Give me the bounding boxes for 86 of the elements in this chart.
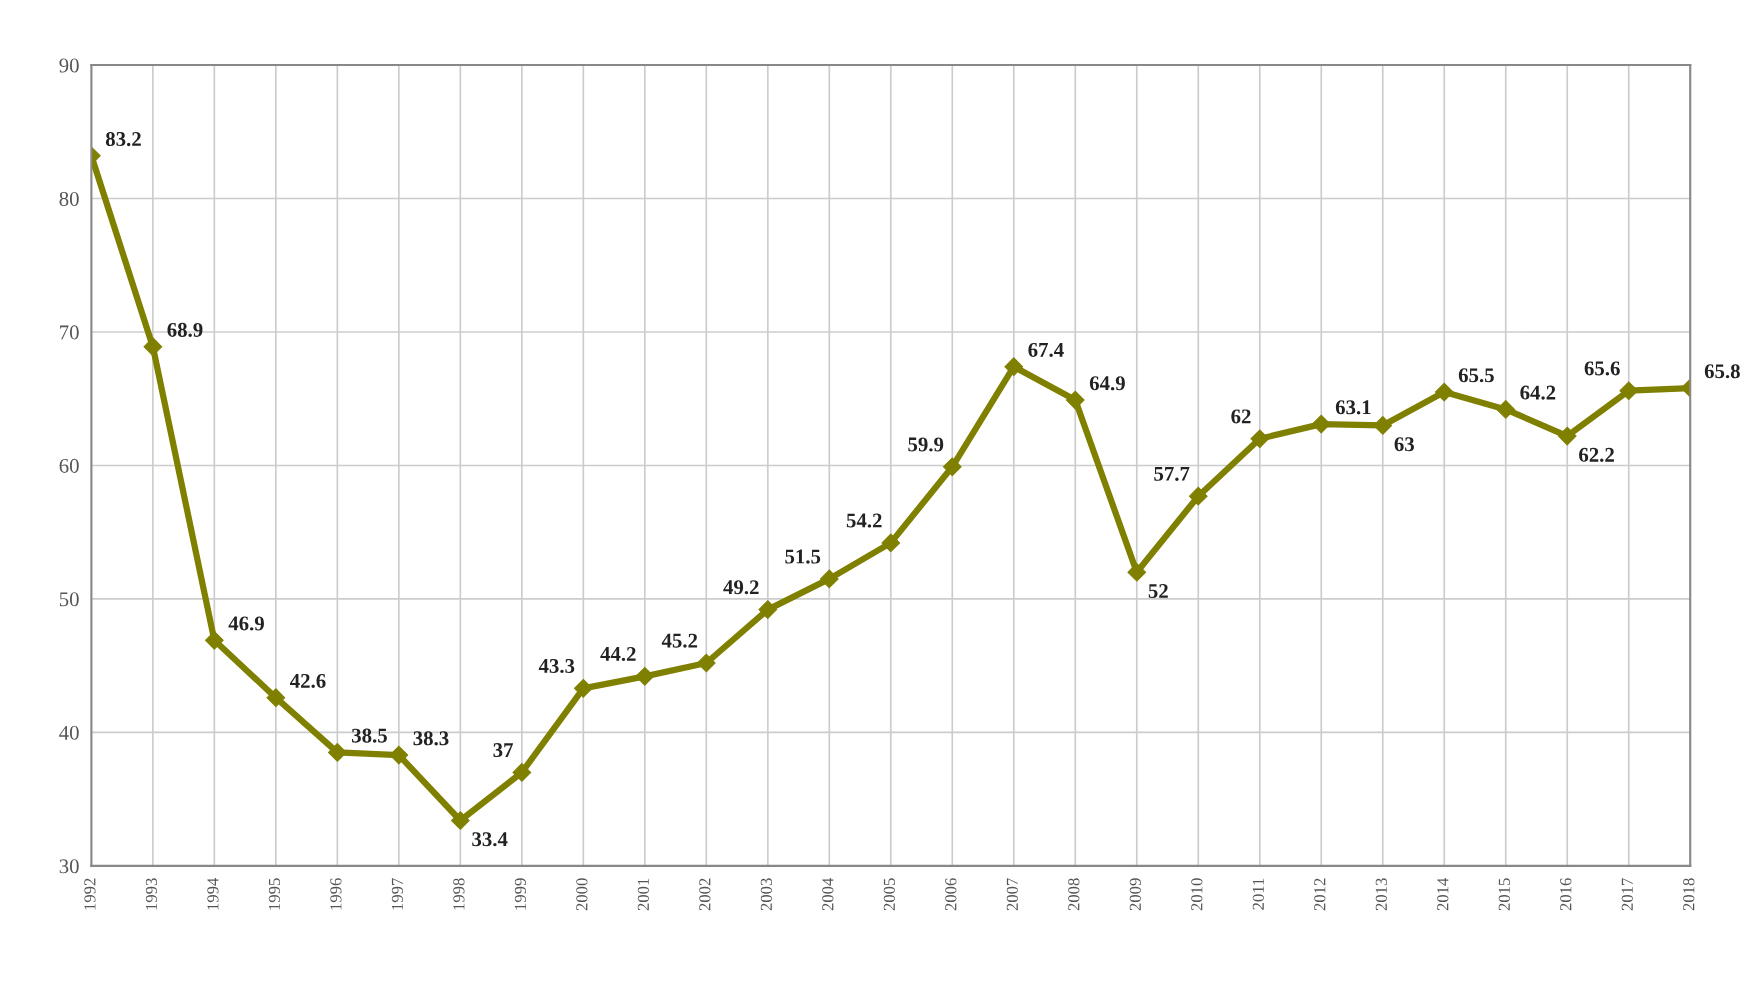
y-tick-label: 70 — [60, 325, 79, 340]
point — [389, 745, 409, 765]
data-label: 42.6 — [290, 673, 326, 688]
point — [512, 763, 532, 782]
x-tick-label: 2007 — [1006, 878, 1018, 911]
y-tick-label: 50 — [59, 592, 79, 607]
data-label: 64.9 — [1089, 376, 1125, 391]
x-tick-label: 1996 — [330, 878, 342, 910]
x-tick-label: 1998 — [453, 878, 465, 910]
x-tick-label: 2013 — [1375, 878, 1387, 911]
point — [1127, 562, 1147, 582]
data-label: 38.3 — [413, 731, 449, 746]
x-tick-label: 1992 — [84, 878, 96, 910]
point — [1250, 429, 1270, 449]
x-tick-label: 2009 — [1129, 878, 1141, 911]
point — [1311, 414, 1331, 434]
point — [635, 666, 655, 686]
y-tick-label: 40 — [59, 725, 79, 740]
y-tick-label: 30 — [59, 859, 79, 874]
data-label: 54.2 — [846, 513, 882, 528]
x-tick-label: 2005 — [883, 878, 895, 911]
data-label: 37 — [493, 743, 513, 758]
point — [819, 569, 839, 589]
data-label: 57.7 — [1154, 466, 1190, 481]
data-label: 63 — [1394, 437, 1414, 452]
data-label: 67.4 — [1028, 342, 1064, 357]
point — [1557, 426, 1577, 446]
data-label: 65.5 — [1458, 368, 1494, 383]
x-tick-label: 2006 — [945, 878, 957, 911]
x-tick-label: 2011 — [1252, 878, 1264, 910]
x-tick-label: 2010 — [1191, 878, 1203, 911]
x-tick-label: 2015 — [1498, 878, 1510, 911]
x-tick-label: 2001 — [637, 878, 649, 911]
point — [1065, 390, 1085, 410]
x-tick-label: 2000 — [576, 878, 588, 911]
y-tick-label: 60 — [59, 458, 79, 473]
x-tick-label: 2003 — [760, 878, 772, 911]
data-label: 68.9 — [167, 322, 203, 337]
y-tick-label: 90 — [59, 58, 79, 73]
data-label: 62 — [1231, 409, 1251, 424]
x-tick-label: 2016 — [1560, 878, 1572, 911]
x-tick-label: 2002 — [699, 878, 711, 911]
point — [1434, 382, 1454, 402]
x-tick-label: 1994 — [207, 877, 219, 910]
point — [1496, 400, 1516, 419]
x-tick-label: 2008 — [1068, 878, 1080, 911]
x-tick-label: 2004 — [822, 877, 834, 911]
data-label: 49.2 — [723, 580, 759, 595]
point — [573, 679, 593, 698]
point — [143, 337, 163, 357]
point — [758, 600, 778, 619]
x-tick-label: 1997 — [391, 878, 404, 910]
point — [266, 688, 286, 708]
x-tick-label: 1993 — [145, 878, 158, 910]
data-label: 43.3 — [538, 659, 575, 674]
data-label: 46.9 — [228, 616, 264, 631]
data-label: 83.2 — [105, 131, 141, 147]
data-label: 45.2 — [661, 633, 698, 648]
data-label: 51.5 — [785, 549, 821, 564]
x-tick-label: 1995 — [268, 878, 281, 910]
data-label: 65.6 — [1584, 361, 1620, 376]
x-tick-label: 1999 — [514, 878, 526, 910]
x-tick-label: 2018 — [1683, 878, 1695, 911]
x-tick-label: 2012 — [1314, 878, 1326, 911]
data-label: 44.2 — [600, 647, 636, 662]
point — [881, 533, 901, 553]
point — [942, 457, 962, 477]
data-label: 52 — [1148, 584, 1168, 599]
point — [1373, 416, 1393, 435]
point — [1188, 486, 1208, 506]
data-label: 38.5 — [352, 728, 387, 743]
point — [205, 630, 224, 650]
point — [450, 811, 470, 830]
data-label: 65.8 — [1704, 364, 1740, 379]
point — [696, 653, 716, 673]
data-label: 62.2 — [1579, 447, 1614, 462]
data-label: 63.1 — [1335, 400, 1371, 415]
x-tick-label: 2017 — [1621, 878, 1633, 911]
y-tick-label: 80 — [59, 191, 79, 206]
data-label: 64.2 — [1520, 385, 1556, 400]
point — [1004, 357, 1024, 377]
data-label: 33.4 — [472, 832, 508, 847]
data-label: 59.9 — [908, 437, 944, 452]
x-tick-label: 2014 — [1437, 877, 1449, 911]
point — [327, 743, 347, 762]
point — [1619, 381, 1639, 401]
